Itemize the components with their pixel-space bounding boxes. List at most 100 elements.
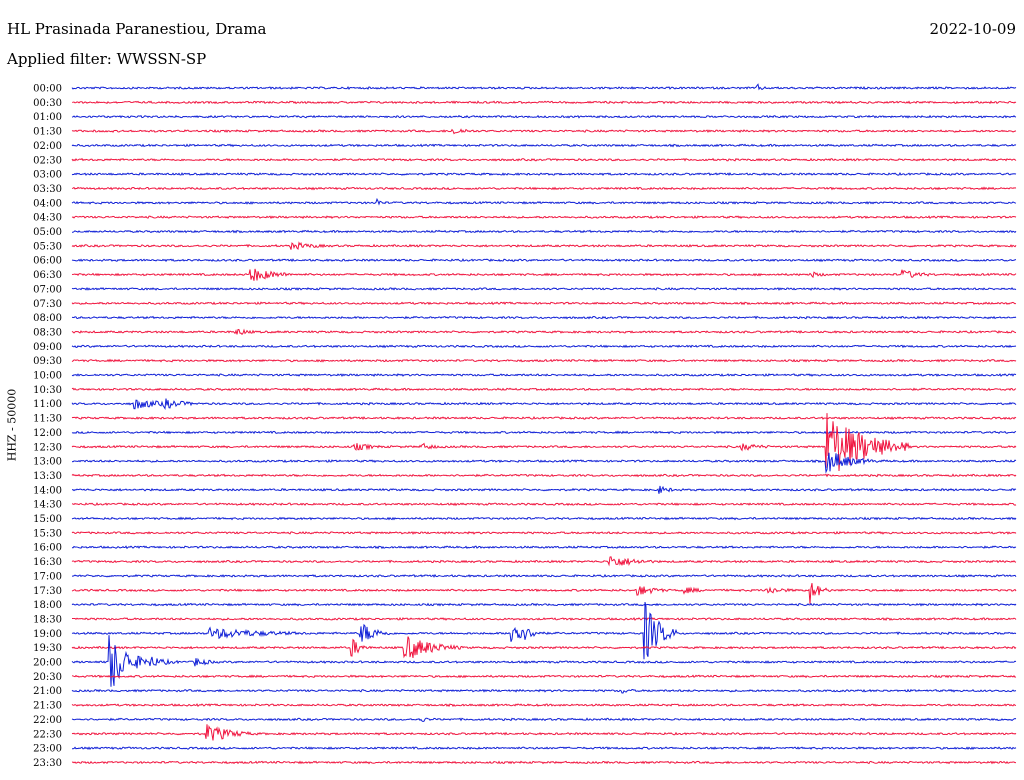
trace-row-1400 [71,485,1017,494]
trace-row-1330 [71,473,1017,478]
trace-row-0600 [71,258,1017,263]
row-time-label: 10:30 [33,385,62,396]
row-time-label: 14:00 [33,485,62,496]
trace-row-0330 [71,186,1017,191]
row-time-label: 05:30 [33,241,62,252]
trace-row-1600 [71,545,1017,550]
row-time-label: 07:00 [33,284,62,295]
trace-row-1100 [71,398,1017,410]
trace-row-0300 [71,172,1017,177]
row-time-label: 21:00 [33,686,62,697]
row-time-label: 09:30 [33,356,62,367]
row-time-label: 02:30 [33,155,62,166]
row-time-label: 14:30 [33,500,62,511]
trace-row-0130 [71,128,1017,135]
row-time-label: 04:00 [33,198,62,209]
row-time-label: 00:00 [33,84,62,95]
row-time-label: 02:00 [33,141,62,152]
row-time-label: 20:30 [33,672,62,683]
filter-label: Applied filter: WWSSN-SP [7,50,207,68]
trace-row-0800 [71,315,1017,320]
trace-row-1500 [71,516,1017,521]
trace-row-0900 [71,344,1017,349]
row-time-label: 12:00 [33,428,62,439]
trace-row-1630 [71,556,1017,567]
row-time-label: 07:30 [33,299,62,310]
trace-row-2130 [71,703,1017,708]
station-title: HL Prasinada Paranestiou, Drama [7,20,267,38]
trace-row-2330 [71,760,1017,765]
trace-row-1530 [71,530,1017,535]
trace-row-0000 [71,83,1017,91]
trace-row-1700 [71,573,1017,578]
trace-row-0730 [71,301,1017,306]
row-time-label: 00:30 [33,98,62,109]
row-time-label: 19:00 [33,629,62,640]
row-time-label: 01:30 [33,127,62,138]
trace-row-0500 [71,229,1017,234]
trace-row-1300 [71,452,1017,474]
row-time-label: 03:00 [33,170,62,181]
row-time-label: 11:00 [33,399,62,410]
row-time-label: 01:00 [33,112,62,123]
trace-row-0430 [71,215,1017,220]
trace-row-1900 [71,601,1017,660]
trace-row-0100 [71,114,1017,119]
trace-row-0530 [71,241,1017,250]
row-time-label: 12:30 [33,442,62,453]
row-time-label: 17:30 [33,586,62,597]
row-time-label: 11:30 [33,414,62,425]
trace-row-1830 [71,617,1017,622]
row-time-label: 16:00 [33,543,62,554]
row-time-label: 10:00 [33,371,62,382]
trace-row-1000 [71,373,1017,377]
row-time-label: 09:00 [33,342,62,353]
row-time-label: 13:00 [33,457,62,468]
trace-row-2030 [71,674,1017,679]
trace-row-2000 [71,635,1017,687]
trace-row-1030 [71,387,1017,392]
row-time-label: 18:00 [33,600,62,611]
row-time-label: 23:30 [33,758,62,769]
row-time-label: 16:30 [33,557,62,568]
row-time-label: 22:30 [33,729,62,740]
row-time-label: 08:30 [33,327,62,338]
date-label: 2022-10-09 [929,20,1016,38]
trace-row-0630 [71,268,1017,281]
trace-row-0700 [71,286,1017,291]
trace-row-0830 [71,328,1017,336]
row-time-label: 23:00 [33,744,62,755]
row-time-label: 15:30 [33,528,62,539]
trace-row-1930 [71,636,1017,659]
trace-row-2200 [71,717,1017,723]
row-time-label: 20:00 [33,658,62,669]
row-time-label: 04:30 [33,213,62,224]
row-time-label: 22:00 [33,715,62,726]
trace-row-1800 [71,602,1017,607]
row-time-label: 19:30 [33,643,62,654]
trace-row-2300 [72,746,1017,751]
trace-row-1230 [71,413,1017,472]
trace-row-2230 [71,724,1017,741]
row-time-label: 05:00 [33,227,62,238]
row-time-label: 18:30 [33,614,62,625]
trace-row-0030 [71,100,1017,105]
row-time-label: 17:00 [33,571,62,582]
row-time-label: 21:30 [33,701,62,712]
trace-row-0400 [71,197,1017,206]
trace-row-0200 [71,143,1017,148]
row-time-label: 08:00 [33,313,62,324]
row-time-label: 06:30 [33,270,62,281]
row-time-label: 13:30 [33,471,62,482]
row-time-label: 06:00 [33,256,62,267]
trace-row-1430 [71,502,1017,507]
row-time-label: 03:30 [33,184,62,195]
trace-row-0930 [71,358,1017,363]
trace-row-1200 [71,430,1017,435]
trace-row-1730 [71,583,1017,604]
trace-row-0230 [71,157,1017,162]
row-time-label: 15:00 [33,514,62,525]
trace-row-1130 [71,415,1017,420]
trace-row-2100 [71,688,1017,694]
